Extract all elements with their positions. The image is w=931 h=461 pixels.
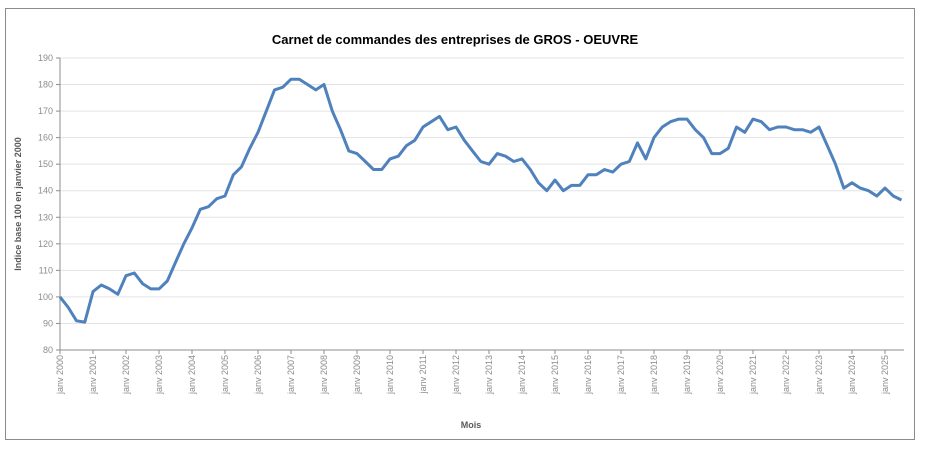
y-tick-label: 140 — [38, 186, 53, 196]
x-tick-label: janv 2022 — [781, 355, 791, 395]
x-tick-label: janv 2010 — [385, 355, 395, 395]
x-tick-label: janv 2000 — [55, 355, 65, 395]
x-tick-label: janv 2019 — [682, 355, 692, 395]
chart-title: Carnet de commandes des entreprises de G… — [272, 32, 639, 47]
x-tick-label: janv 2021 — [748, 355, 758, 395]
x-tick-label: janv 2008 — [319, 355, 329, 395]
series-line — [58, 77, 903, 324]
x-tick-label: janv 2020 — [715, 355, 725, 395]
x-tick-label: janv 2018 — [649, 355, 659, 395]
x-tick-label: janv 2015 — [550, 355, 560, 395]
x-tick-label: janv 2007 — [286, 355, 296, 395]
y-tick-label: 120 — [38, 239, 53, 249]
x-tick-label: janv 2009 — [352, 355, 362, 395]
y-tick-label: 160 — [38, 133, 53, 143]
x-tick-label: janv 2025 — [880, 355, 890, 395]
y-tick-label: 90 — [43, 318, 53, 328]
x-tick-label: janv 2005 — [220, 355, 230, 395]
x-tick-label: janv 2024 — [847, 355, 857, 395]
y-tick-label: 110 — [39, 265, 53, 275]
x-tick-label: janv 2011 — [418, 355, 428, 394]
y-tick-label: 170 — [38, 106, 53, 116]
y-tick-label: 130 — [38, 212, 53, 222]
chart-frame — [5, 8, 915, 440]
x-tick-label: janv 2012 — [451, 355, 461, 395]
y-axis-label: Indice base 100 en janvier 2000 — [13, 137, 23, 271]
y-tick-label: 180 — [38, 80, 53, 90]
x-tick-label: janv 2017 — [616, 355, 626, 395]
x-tick-label: janv 2023 — [814, 355, 824, 395]
x-tick-label: janv 2001 — [88, 355, 98, 395]
y-tick-label: 150 — [38, 159, 53, 169]
y-tick-label: 190 — [38, 53, 53, 63]
x-tick-label: janv 2004 — [187, 355, 197, 395]
x-tick-label: janv 2003 — [154, 355, 164, 395]
x-tick-label: janv 2013 — [484, 355, 494, 395]
x-axis-label: Mois — [461, 420, 482, 430]
x-tick-label: janv 2002 — [121, 355, 131, 395]
y-tick-label: 80 — [43, 345, 53, 355]
x-tick-label: janv 2016 — [583, 355, 593, 395]
y-tick-label: 100 — [38, 292, 53, 302]
x-tick-label: janv 2006 — [253, 355, 263, 395]
x-tick-label: janv 2014 — [517, 355, 527, 395]
